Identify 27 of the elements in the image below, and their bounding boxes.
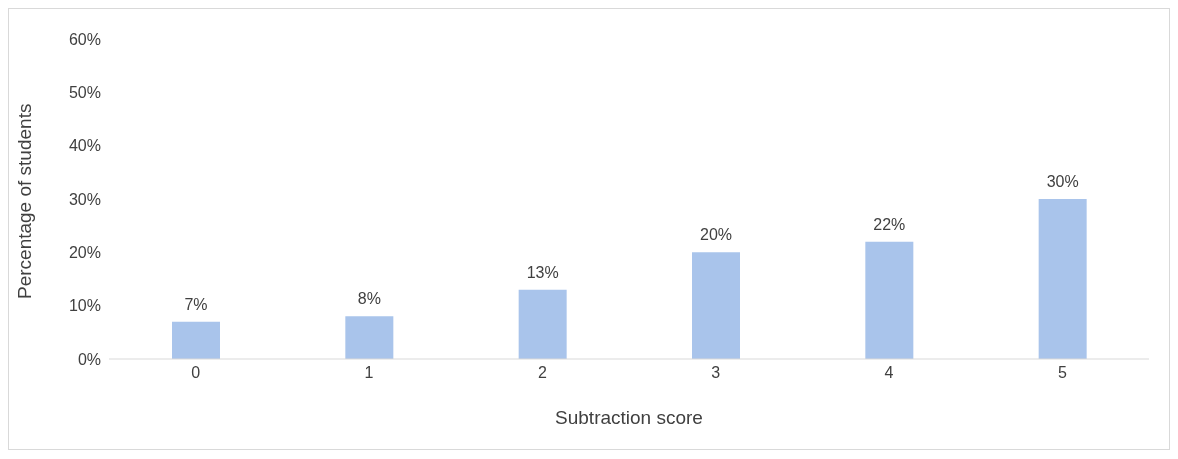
y-tick-label: 60% — [68, 30, 101, 48]
bar — [865, 241, 914, 359]
y-tick-label: 10% — [68, 297, 101, 315]
data-label: 7% — [184, 295, 208, 313]
x-tick-label: 0 — [191, 364, 201, 382]
x-tick-label: 1 — [364, 364, 374, 382]
y-axis-title: Percentage of students — [13, 103, 35, 299]
y-tick-label: 0% — [77, 350, 101, 368]
data-label: 13% — [526, 263, 559, 281]
y-tick-label: 50% — [68, 84, 101, 102]
data-label: 30% — [1046, 173, 1079, 190]
x-tick-label: 2 — [537, 364, 547, 382]
bar — [518, 289, 567, 359]
bar — [1038, 199, 1087, 359]
bar — [172, 321, 220, 359]
y-tick-label: 30% — [68, 190, 101, 208]
x-tick-label: 3 — [711, 364, 721, 382]
y-tick-label: 40% — [68, 137, 101, 155]
x-axis-title: Subtraction score — [555, 407, 703, 428]
x-tick-label: 5 — [1057, 364, 1067, 382]
y-tick-label: 20% — [68, 244, 101, 262]
data-label: 8% — [357, 290, 381, 308]
data-label: 22% — [873, 215, 906, 233]
bar — [692, 252, 740, 359]
bar — [345, 316, 394, 359]
data-label: 20% — [699, 226, 733, 244]
x-tick-label: 4 — [884, 364, 894, 382]
